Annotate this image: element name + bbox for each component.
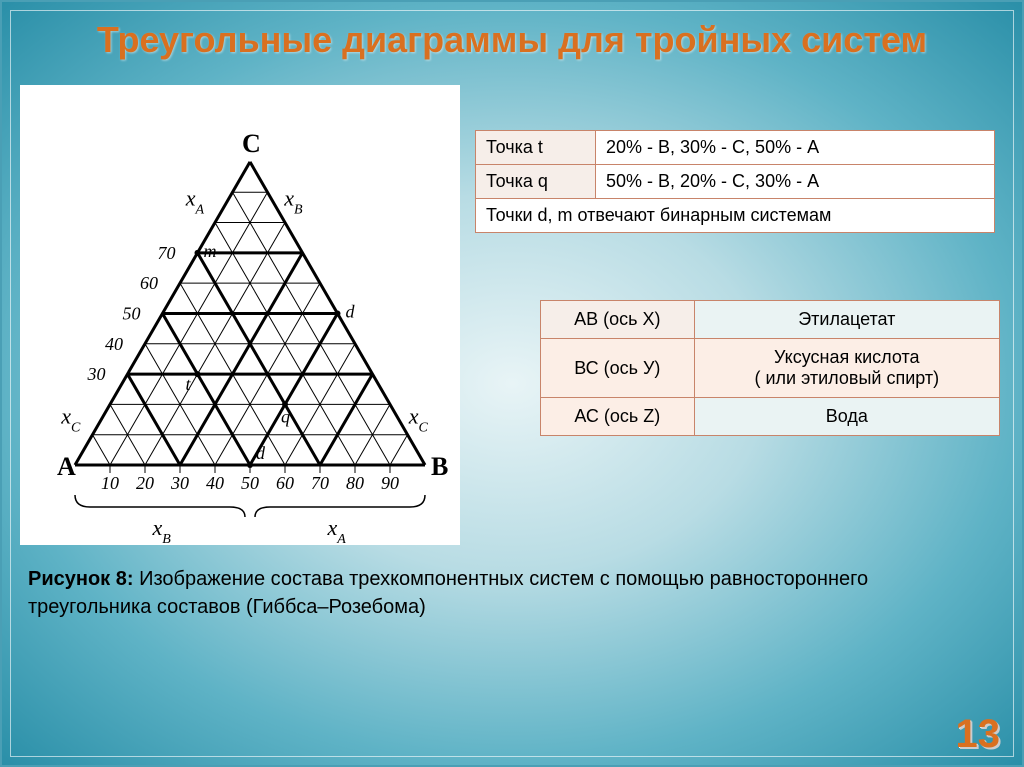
cell-axis: АС (ось Z) [541,398,695,436]
svg-text:30: 30 [170,473,189,493]
cell-value: 20% - B, 30% - C, 50% - А [596,131,995,165]
table-row: ВС (ось У) Уксусная кислота ( или этилов… [541,339,1000,398]
svg-text:C: C [242,129,261,158]
svg-text:50: 50 [123,303,141,323]
cell-substance: Уксусная кислота ( или этиловый спирт) [694,339,999,398]
svg-text:90: 90 [381,473,399,493]
svg-text:xB: xB [152,515,172,545]
cell-substance: Этилацетат [694,301,999,339]
table-row: Точка q 50% - B, 20% - C, 30% - А [476,165,995,199]
ternary-diagram: 1020304050607080903040506070ABCxAxBxCxCx… [20,85,460,545]
svg-text:m: m [204,241,217,261]
svg-text:70: 70 [311,473,329,493]
cell-axis: ВС (ось У) [541,339,695,398]
svg-text:d: d [256,443,266,463]
svg-text:xC: xC [408,404,429,436]
table-row: Точки d, m отвечают бинарным системам [476,199,995,233]
caption-text: Изображение состава трехкомпонентных сис… [28,568,868,618]
svg-text:xA: xA [185,185,205,217]
svg-text:B: B [431,452,448,481]
caption-label: Рисунок 8: [28,568,134,590]
table-row: Точка t 20% - B, 30% - C, 50% - А [476,131,995,165]
svg-text:xC: xC [60,404,81,436]
svg-text:t: t [186,374,192,394]
svg-text:xB: xB [283,185,303,217]
svg-text:xA: xA [327,515,347,545]
cell-label: Точка t [476,131,596,165]
table-row: АС (ось Z) Вода [541,398,1000,436]
figure-caption: Рисунок 8: Изображение состава трехкомпо… [28,565,984,621]
svg-text:10: 10 [101,473,119,493]
svg-text:60: 60 [140,273,158,293]
cell-span: Точки d, m отвечают бинарным системам [476,199,995,233]
svg-text:20: 20 [136,473,154,493]
slide-title: Треугольные диаграммы для тройных систем [0,18,1024,61]
points-table: Точка t 20% - B, 30% - C, 50% - А Точка … [475,130,995,233]
svg-text:q: q [281,406,290,426]
svg-text:40: 40 [105,334,123,354]
cell-substance: Вода [694,398,999,436]
cell-axis: АВ (ось Х) [541,301,695,339]
svg-text:50: 50 [241,473,259,493]
svg-text:30: 30 [87,364,106,384]
cell-label: Точка q [476,165,596,199]
table-row: АВ (ось Х) Этилацетат [541,301,1000,339]
svg-text:d: d [346,301,356,321]
cell-value: 50% - B, 20% - C, 30% - А [596,165,995,199]
svg-text:40: 40 [206,473,224,493]
svg-text:80: 80 [346,473,364,493]
page-number: 13 [956,712,1001,757]
svg-text:A: A [57,452,76,481]
svg-text:70: 70 [158,243,176,263]
svg-text:60: 60 [276,473,294,493]
axes-table: АВ (ось Х) Этилацетат ВС (ось У) Уксусна… [540,300,1000,436]
